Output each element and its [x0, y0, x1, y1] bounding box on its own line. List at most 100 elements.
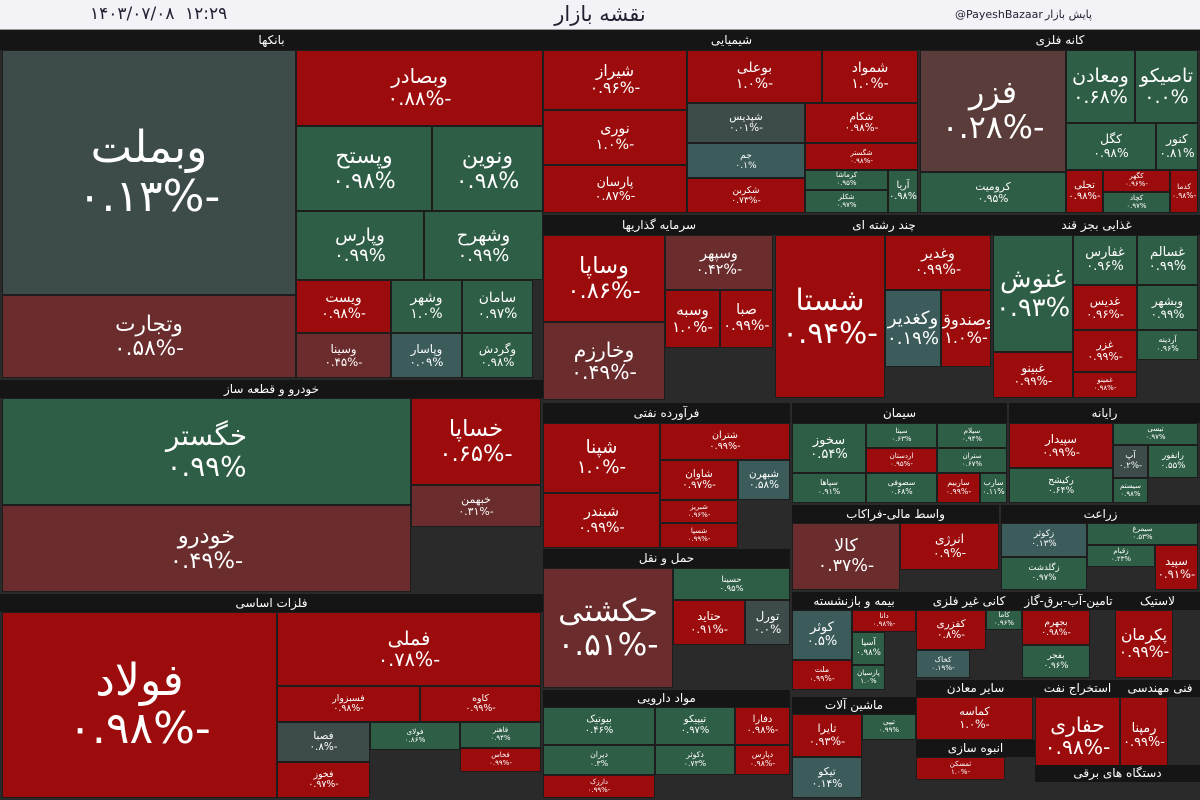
stock-tile[interactable]: کدما -۰.۹۸%	[1170, 170, 1198, 213]
stock-tile[interactable]: وپاسار ۰.۰۹%	[391, 333, 462, 378]
stock-tile[interactable]: فخوز -۰.۹۷%	[277, 762, 370, 798]
stock-tile[interactable]: وگردش ۰.۹۸%	[462, 333, 533, 378]
stock-tile[interactable]: سیستم ۰.۹۸%	[1113, 478, 1148, 503]
stock-tile[interactable]: حسینا ۰.۹۵%	[673, 568, 790, 600]
stock-tile[interactable]: وبملت -۰.۱۳%	[2, 50, 296, 295]
stock-tile[interactable]: وسینا -۰.۴۵%	[296, 333, 391, 378]
stock-tile[interactable]: وشهرح ۰.۹۹%	[424, 211, 543, 280]
stock-tile[interactable]: تیکو ۰.۱۴%	[792, 757, 862, 798]
stock-tile[interactable]: ستران ۰.۶۷%	[937, 448, 1007, 473]
stock-tile[interactable]: سامان ۰.۹۷%	[462, 280, 533, 333]
stock-tile[interactable]: صبا -۰.۹۹%	[720, 290, 773, 348]
stock-tile[interactable]: تورل ۰.۰%	[745, 600, 790, 645]
stock-tile[interactable]: شکلر ۰.۹۷%	[805, 190, 888, 213]
stock-tile[interactable]: فولای ۰.۸۶%	[370, 722, 460, 750]
stock-tile[interactable]: تجلی -۰.۹۸%	[1066, 170, 1103, 213]
stock-tile[interactable]: نوری -۱.۰%	[543, 110, 687, 165]
stock-tile[interactable]: ساربیم -۰.۹۹%	[937, 473, 980, 503]
stock-tile[interactable]: وساپا -۰.۸۶%	[543, 235, 665, 322]
stock-tile[interactable]: شسپا -۰.۹۹%	[660, 523, 738, 548]
stock-tile[interactable]: کرماشا ۰.۹۵%	[805, 170, 888, 190]
stock-tile[interactable]: دارزک -۰.۹۹%	[543, 775, 655, 798]
stock-tile[interactable]: کفزری -۰.۸%	[916, 610, 986, 650]
stock-tile[interactable]: سخوز ۰.۵۴%	[792, 423, 866, 473]
stock-tile[interactable]: دپارس -۰.۹۸%	[735, 745, 790, 775]
stock-tile[interactable]: پکرمان -۰.۹۹%	[1115, 610, 1173, 678]
stock-tile[interactable]: فملی -۰.۷۸%	[277, 612, 541, 686]
stock-tile[interactable]: اردستان -۰.۹۵%	[866, 448, 937, 473]
stock-tile[interactable]: وسبه -۱.۰%	[665, 290, 720, 348]
stock-tile[interactable]: وصندوق -۱.۰%	[941, 290, 991, 367]
stock-tile[interactable]: وغدیر -۰.۹۹%	[885, 235, 991, 290]
stock-tile[interactable]: غدیس -۰.۹۶%	[1073, 285, 1137, 330]
stock-tile[interactable]: شاوان -۰.۹۷%	[660, 460, 738, 500]
stock-tile[interactable]: غفارس ۰.۹۶%	[1073, 235, 1137, 285]
stock-tile[interactable]: سیلام ۰.۹۴%	[937, 423, 1007, 448]
stock-tile[interactable]: سیمرغ ۰.۵۳%	[1087, 523, 1198, 545]
stock-tile[interactable]: دیران ۰.۳%	[543, 745, 655, 775]
stock-tile[interactable]: رانفور ۰.۵۵%	[1148, 445, 1198, 478]
stock-tile[interactable]: آریا ۰.۹۸%	[888, 170, 918, 213]
stock-tile[interactable]: فاهنر ۰.۹۴%	[460, 722, 541, 748]
stock-tile[interactable]: حفاری -۰.۹۸%	[1035, 697, 1120, 775]
stock-tile[interactable]: ملت -۰.۹۹%	[792, 660, 852, 690]
stock-tile[interactable]: فسبزوار -۰.۹۸%	[277, 686, 420, 722]
stock-tile[interactable]: آسیا ۰.۹۸%	[852, 632, 885, 665]
stock-tile[interactable]: ویست -۰.۹۸%	[296, 280, 391, 333]
stock-tile[interactable]: خگستر ۰.۹۹%	[2, 398, 411, 505]
stock-tile[interactable]: وخارزم -۰.۴۹%	[543, 322, 665, 400]
stock-tile[interactable]: زگلدشت ۰.۹۷%	[1001, 557, 1087, 590]
stock-tile[interactable]: تیپی ۰.۹۹%	[862, 714, 916, 740]
stock-tile[interactable]: شپنا -۱.۰%	[543, 423, 660, 493]
stock-tile[interactable]: آردینه ۰.۹۶%	[1137, 330, 1198, 360]
stock-tile[interactable]: حتاید -۰.۹۱%	[673, 600, 745, 645]
stock-tile[interactable]: بجهرم -۰.۹۸%	[1022, 610, 1090, 645]
stock-tile[interactable]: غنوش ۰.۹۳%	[993, 235, 1073, 352]
stock-tile[interactable]: فصبا -۰.۸%	[277, 722, 370, 762]
stock-tile[interactable]: سیتا ۰.۶۳%	[866, 423, 937, 448]
stock-tile[interactable]: شیراز -۰.۹۶%	[543, 50, 687, 110]
stock-tile[interactable]: دانا -۰.۹۸%	[852, 610, 916, 632]
stock-tile[interactable]: بفجر ۰.۹۶%	[1022, 645, 1090, 678]
stock-tile[interactable]: شکام -۰.۹۸%	[805, 103, 918, 143]
stock-tile[interactable]: وپستح ۰.۹۸%	[296, 126, 432, 211]
stock-tile[interactable]: پارسیان ۱.۰%	[852, 665, 885, 690]
stock-tile[interactable]: سصوفی ۰.۶۸%	[866, 473, 937, 503]
stock-tile[interactable]: کخاک -۰.۱۹%	[916, 650, 970, 678]
stock-tile[interactable]: ونوین ۰.۹۸%	[432, 126, 543, 211]
stock-tile[interactable]: سپاها ۰.۹۱%	[792, 473, 866, 503]
stock-tile[interactable]: ومعادن ۰.۶۸%	[1066, 50, 1135, 123]
stock-tile[interactable]: بیوتیک ۰.۴۶%	[543, 707, 655, 745]
stock-tile[interactable]: شگستر -۰.۹۸%	[805, 143, 918, 170]
stock-tile[interactable]: شمواد -۱.۰%	[822, 50, 918, 103]
stock-tile[interactable]: وتجارت -۰.۵۸%	[2, 295, 296, 378]
stock-tile[interactable]: کماسه -۱.۰%	[916, 697, 1033, 740]
stock-tile[interactable]: زقیام ۰.۲۳%	[1087, 545, 1155, 567]
stock-tile[interactable]: فزر -۰.۲۸%	[920, 50, 1066, 172]
stock-tile[interactable]: غزر -۰.۹۹%	[1073, 330, 1137, 372]
stock-tile[interactable]: تایرا -۰.۹۳%	[792, 714, 862, 757]
stock-tile[interactable]: وبشهر ۰.۹۹%	[1137, 285, 1198, 330]
stock-tile[interactable]: خساپا -۰.۶۵%	[411, 398, 541, 485]
stock-tile[interactable]: خودرو -۰.۴۹%	[2, 505, 411, 592]
stock-tile[interactable]: جم ۰.۱%	[687, 143, 805, 178]
stock-tile[interactable]: شپدیس -۰.۰۱%	[687, 103, 805, 143]
stock-tile[interactable]: حکشتی -۰.۵۱%	[543, 568, 673, 688]
stock-tile[interactable]: تیسی ۰.۹۷%	[1113, 423, 1198, 445]
stock-tile[interactable]: کوثر ۰.۵%	[792, 610, 852, 660]
stock-tile[interactable]: غسالم ۰.۹۹%	[1137, 235, 1198, 285]
stock-tile[interactable]: کگهر -۰.۹۶%	[1103, 170, 1170, 192]
stock-tile[interactable]: غمینو -۰.۹۸%	[1073, 372, 1137, 398]
stock-tile[interactable]: بوعلی -۱.۰%	[687, 50, 822, 103]
stock-tile[interactable]: کنور ۰.۸۱%	[1156, 123, 1198, 170]
stock-tile[interactable]: رمپنا -۰.۹۹%	[1120, 697, 1168, 775]
stock-tile[interactable]: وشهر ۱.۰%	[391, 280, 462, 333]
stock-tile[interactable]: کاما ۰.۹۶%	[986, 610, 1022, 630]
stock-tile[interactable]: وسپهر -۰.۴۲%	[665, 235, 773, 290]
stock-tile[interactable]: کرومیت ۰.۹۵%	[920, 172, 1066, 213]
stock-tile[interactable]: تیپیکو ۰.۹۷%	[655, 707, 735, 745]
stock-tile[interactable]: شبهرن ۰.۵۸%	[738, 460, 790, 500]
stock-tile[interactable]: کگل ۰.۹۸%	[1066, 123, 1156, 170]
stock-tile[interactable]: ثمسکن -۱.۰%	[916, 757, 1005, 780]
stock-tile[interactable]: دکوثر ۰.۷۳%	[655, 745, 735, 775]
